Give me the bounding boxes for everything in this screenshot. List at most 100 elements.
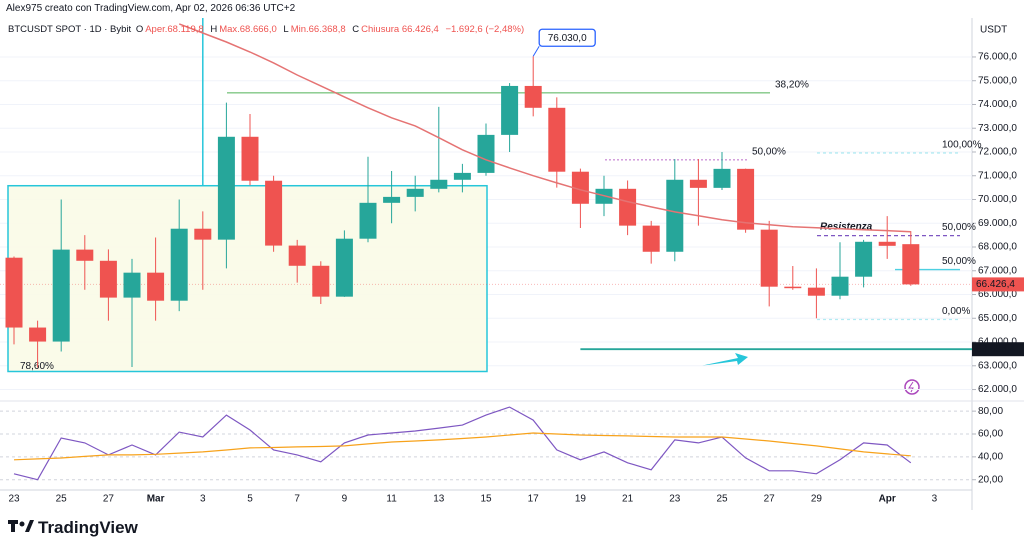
y-tick-label: 65.000,0 [978,313,1017,324]
brand: TradingView [38,518,138,537]
ohlc-key: O [135,24,144,35]
candle-body [170,228,188,301]
y-tick-label: 20,00 [978,474,1003,485]
x-tick-label: 5 [247,494,253,505]
legend: BTCUSDT SPOT · 1D · Bybit O Aper.68.119,8… [8,24,528,35]
level-label: 78,60% [20,361,54,372]
ohlc-value: Max.68.666,0 [219,24,277,35]
candle-body [713,168,731,188]
candle-body [123,272,141,298]
y-tick-label: 68.000,0 [978,242,1017,253]
y-tick-label: 69.000,0 [978,218,1017,229]
candle-body [831,276,849,296]
moving-average [178,23,911,233]
y-tick-label: 75.000,0 [978,75,1017,86]
candle-body [217,136,235,240]
symbol: BTCUSDT SPOT · 1D · Bybit [8,24,132,35]
y-tick-label: 62.000,0 [978,384,1017,395]
callout-stem [532,45,540,57]
ohlc-key: C [352,24,360,35]
x-tick-label: 25 [56,494,68,505]
candle-body [878,241,896,246]
x-tick-label: 27 [764,494,776,505]
level-label: 100,00% [942,140,982,151]
candle-body [241,136,259,181]
y-tick-label: 80,00 [978,406,1003,417]
candle-body [784,286,802,289]
y-tick-label: 74.000,0 [978,99,1017,110]
x-tick-label: Mar [147,494,165,505]
candle-body [642,225,660,252]
candle-body [760,229,778,287]
candle-body [383,196,401,203]
level-label: 50,00% [942,222,976,233]
ohlc-key: H [210,24,218,35]
y-tick-label: 70.000,0 [978,194,1017,205]
y-tick-label: 64.000,0 [978,337,1017,348]
range-box [7,184,488,373]
y-tick-label: 66.000,0 [978,289,1017,300]
candle-body [430,179,448,189]
attribution: Alex975 creato con TradingView.com, Apr … [6,3,296,14]
candle-body [737,168,755,230]
ohlc-value: Min.66.368,8 [290,24,346,35]
candle-body [359,202,377,239]
x-tick-label: 3 [932,494,938,505]
unit-label: USDT [980,25,1007,36]
indicator-line [13,406,912,481]
y-tick-label: 60,00 [978,429,1003,440]
candle-body [855,241,873,277]
x-tick-label: Apr [879,494,896,505]
x-tick-label: 27 [103,494,115,505]
candle-body [335,238,353,297]
x-tick-label: 25 [716,494,728,505]
y-tick-label: 63.000,0 [978,360,1017,371]
candle-body [265,180,283,246]
x-tick-label: 11 [386,494,397,505]
candle-body [477,134,495,173]
candle-body [147,272,165,301]
x-tick-label: 21 [622,494,634,505]
candle-body [524,85,542,108]
candle-body [619,188,637,226]
support-label: 63.698,4 [976,344,1015,355]
logo [8,520,34,532]
last-price-tag [972,277,1024,292]
candle-body [902,244,920,285]
candle-body [99,260,117,298]
candle-body [194,228,212,240]
candle-body [807,287,825,296]
x-tick-label: 29 [811,494,823,505]
alert-icon [904,379,920,395]
ohlc-value: Aper.68.119,8 [145,24,204,35]
x-tick-label: 23 [8,494,20,505]
support-tag [972,342,1024,357]
candle-body [453,172,471,180]
y-tick-label: 72.000,0 [978,147,1017,158]
candle-body [666,179,684,252]
level-label: 38,20% [775,79,809,90]
level-label: Resistenza [820,221,873,232]
level-label: 50,00% [942,256,976,267]
ohlc-key: L [283,24,289,35]
candle-body [5,257,23,328]
candle-body [571,171,589,204]
y-tick-label: 73.000,0 [978,123,1017,134]
x-tick-label: 19 [575,494,587,505]
change: −1.692,6 (−2,48%) [445,24,525,35]
last-price-label: 66.426,4 [976,279,1015,290]
y-tick-label: 67.000,0 [978,265,1017,276]
callout-label: 76.030,0 [548,33,587,44]
x-tick-label: 3 [200,494,206,505]
x-tick-label: 7 [294,494,300,505]
ohlc-value: Chiusura 66.426,4 [361,24,439,35]
candle-body [548,107,566,172]
callout-box [538,28,596,47]
x-tick-label: 13 [433,494,445,505]
y-tick-label: 40,00 [978,451,1003,462]
candle-body [312,265,330,297]
level-label: 50,00% [752,146,786,157]
y-tick-label: 71.000,0 [978,170,1017,181]
